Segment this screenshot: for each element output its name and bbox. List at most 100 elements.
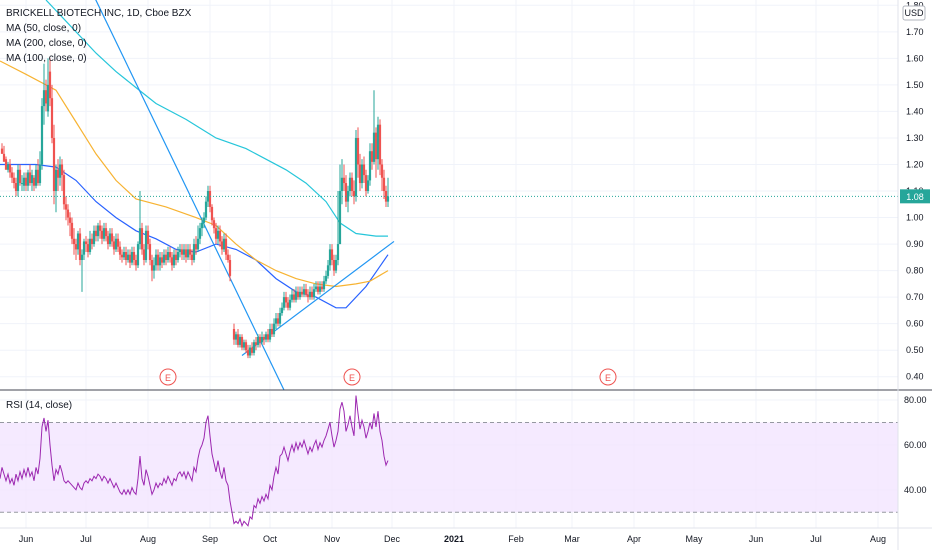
candle-body (166, 252, 170, 260)
candle-body (116, 238, 120, 247)
time-tick-label: Dec (384, 534, 401, 544)
price-tick-label: 0.80 (906, 266, 924, 276)
ma-100-label[interactable]: MA (100, close, 0) (6, 53, 87, 64)
candle-body (326, 265, 330, 276)
candle-body (20, 183, 24, 185)
candle-body (202, 217, 206, 223)
candle-body (136, 244, 140, 266)
candle-body (324, 275, 328, 282)
time-scale[interactable]: Jun Jul Aug Sep Oct Nov Dec 2021 Feb Mar Apr May Jun… (0, 527, 932, 544)
candle-body (168, 252, 172, 258)
candle-body (18, 169, 22, 184)
time-tick-label: Apr (627, 534, 641, 544)
earnings-marker (599, 368, 617, 386)
price-tick-label: 1.50 (906, 80, 924, 90)
price-tick-label: 0.60 (906, 319, 924, 329)
candle-body (142, 249, 146, 260)
candle-body (222, 238, 226, 250)
candle-body (290, 294, 294, 300)
time-tick-label: Jul (810, 534, 822, 544)
candle-body (2, 153, 6, 162)
price-tick-label: 1.60 (906, 53, 924, 63)
rsi-tick-label: 80.00 (904, 395, 927, 405)
symbol-title[interactable]: BRICKELL BIOTECH INC, 1D, Cboe BZX (6, 8, 192, 19)
price-scale[interactable]: 0.400.500.600.700.800.901.001.101.201.30… (897, 0, 930, 550)
candle-body (94, 230, 98, 237)
candle-body (108, 233, 112, 245)
time-tick-label: Nov (324, 534, 341, 544)
price-tick-label: 1.80 (906, 0, 924, 10)
candle-body (178, 249, 182, 253)
candle-body (258, 336, 262, 343)
candle-body (184, 249, 188, 258)
price-tick-label: 0.70 (906, 292, 924, 302)
rsi-legend-label[interactable]: RSI (14, close) (6, 400, 72, 411)
candle-body (152, 265, 156, 271)
currency-badge[interactable] (902, 5, 926, 21)
candle-body (336, 244, 340, 260)
candle-body (362, 164, 366, 176)
candle-body (26, 172, 30, 186)
candle-body (162, 254, 166, 263)
candle-body (364, 175, 368, 192)
candle-body (342, 177, 346, 184)
candle-body (106, 236, 110, 245)
candle-body (172, 254, 176, 266)
candle-body (234, 334, 238, 340)
candle-body (228, 260, 232, 276)
candle-body (54, 169, 58, 192)
candle-body (338, 191, 342, 245)
price-tick-label: 0.90 (906, 239, 924, 249)
candle-body (134, 260, 138, 266)
price-tick-label: 1.30 (906, 133, 924, 143)
candle-body (188, 249, 192, 255)
candle-body (288, 299, 292, 308)
ma-200-label[interactable]: MA (200, close, 0) (6, 38, 87, 49)
candle-body (274, 318, 278, 324)
candle-body (38, 164, 42, 184)
candle-body (386, 196, 390, 202)
candle-body (156, 254, 160, 266)
candle-body (278, 313, 282, 324)
candle-body (102, 228, 106, 239)
candle-body (16, 169, 20, 192)
candle-body (322, 281, 326, 290)
candle-body (292, 294, 296, 300)
candle-body (266, 334, 270, 340)
candle-body (150, 260, 154, 271)
candle-body (268, 328, 272, 340)
candle-body (34, 169, 38, 186)
candle-body (242, 342, 246, 348)
symbol-legend[interactable]: BRICKELL BIOTECH INC, 1D, Cboe BZX MA (5… (6, 8, 192, 64)
candle-body (74, 244, 78, 250)
time-scale-ticks: Jun Jul Aug Sep Oct Nov Dec 2021 Feb Mar Apr May Jun… (19, 534, 886, 544)
candle-body (86, 244, 90, 253)
candle-body (312, 289, 316, 298)
candle-body (220, 241, 224, 250)
candle-body (60, 164, 64, 176)
candle-body (226, 254, 230, 260)
candle-body (112, 241, 116, 250)
candle-body (244, 342, 248, 351)
candle-body (0, 148, 4, 154)
candle-body (44, 90, 48, 104)
candle-body (384, 191, 388, 202)
candle-body (132, 252, 136, 260)
candle-body (212, 220, 216, 229)
candle-body (382, 177, 386, 192)
ma-50-label[interactable]: MA (50, close, 0) (6, 23, 81, 34)
price-tick-label: 1.70 (906, 27, 924, 37)
candle-body (56, 169, 60, 178)
rsi-pane[interactable] (0, 391, 898, 528)
candle-body (378, 124, 382, 165)
candle-body (208, 191, 212, 207)
rsi-scale-ticks: 40.00 60.00 80.00 (904, 395, 927, 495)
candle-body (8, 164, 12, 173)
time-tick-label: Feb (508, 534, 524, 544)
candle-body (204, 201, 208, 218)
candle-body (144, 230, 148, 260)
candle-body (6, 164, 10, 170)
